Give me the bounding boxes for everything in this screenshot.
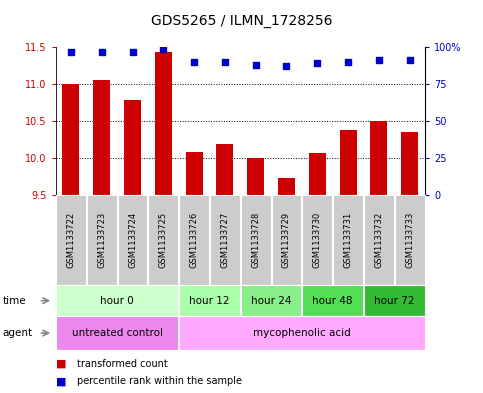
Point — [252, 62, 259, 68]
Text: GDS5265 / ILMN_1728256: GDS5265 / ILMN_1728256 — [151, 14, 332, 28]
Text: GSM1133732: GSM1133732 — [374, 211, 384, 268]
Bar — [62, 84, 79, 195]
Point — [344, 59, 352, 65]
Text: transformed count: transformed count — [77, 358, 168, 369]
Point — [67, 48, 75, 55]
Text: GSM1133726: GSM1133726 — [190, 211, 199, 268]
Point — [283, 63, 290, 70]
Text: GSM1133733: GSM1133733 — [405, 211, 414, 268]
Text: hour 0: hour 0 — [100, 296, 134, 306]
Text: hour 12: hour 12 — [189, 296, 230, 306]
Text: time: time — [2, 296, 26, 306]
Text: mycophenolic acid: mycophenolic acid — [253, 328, 351, 338]
Text: GSM1133723: GSM1133723 — [97, 211, 106, 268]
Point — [98, 48, 106, 55]
Text: ■: ■ — [56, 358, 66, 369]
Text: untreated control: untreated control — [71, 328, 163, 338]
Bar — [155, 52, 172, 195]
Bar — [124, 100, 141, 195]
Point — [221, 59, 229, 65]
Text: GSM1133728: GSM1133728 — [251, 211, 260, 268]
Point — [406, 57, 413, 64]
Text: ■: ■ — [56, 376, 66, 386]
Point — [159, 46, 167, 52]
Bar — [93, 80, 110, 195]
Text: hour 24: hour 24 — [251, 296, 291, 306]
Text: hour 72: hour 72 — [374, 296, 414, 306]
Bar — [340, 130, 356, 195]
Bar — [401, 132, 418, 195]
Text: GSM1133729: GSM1133729 — [282, 212, 291, 268]
Bar — [278, 178, 295, 195]
Text: hour 48: hour 48 — [313, 296, 353, 306]
Text: agent: agent — [2, 328, 32, 338]
Text: GSM1133727: GSM1133727 — [220, 211, 229, 268]
Text: GSM1133725: GSM1133725 — [159, 212, 168, 268]
Bar — [216, 144, 233, 195]
Text: GSM1133724: GSM1133724 — [128, 212, 137, 268]
Point — [190, 59, 198, 65]
Point — [375, 57, 383, 64]
Bar — [370, 121, 387, 195]
Text: GSM1133722: GSM1133722 — [67, 212, 75, 268]
Point — [128, 48, 136, 55]
Bar — [247, 158, 264, 195]
Text: percentile rank within the sample: percentile rank within the sample — [77, 376, 242, 386]
Text: GSM1133731: GSM1133731 — [343, 211, 353, 268]
Point — [313, 60, 321, 66]
Text: GSM1133730: GSM1133730 — [313, 211, 322, 268]
Bar — [185, 152, 202, 195]
Bar — [309, 153, 326, 195]
